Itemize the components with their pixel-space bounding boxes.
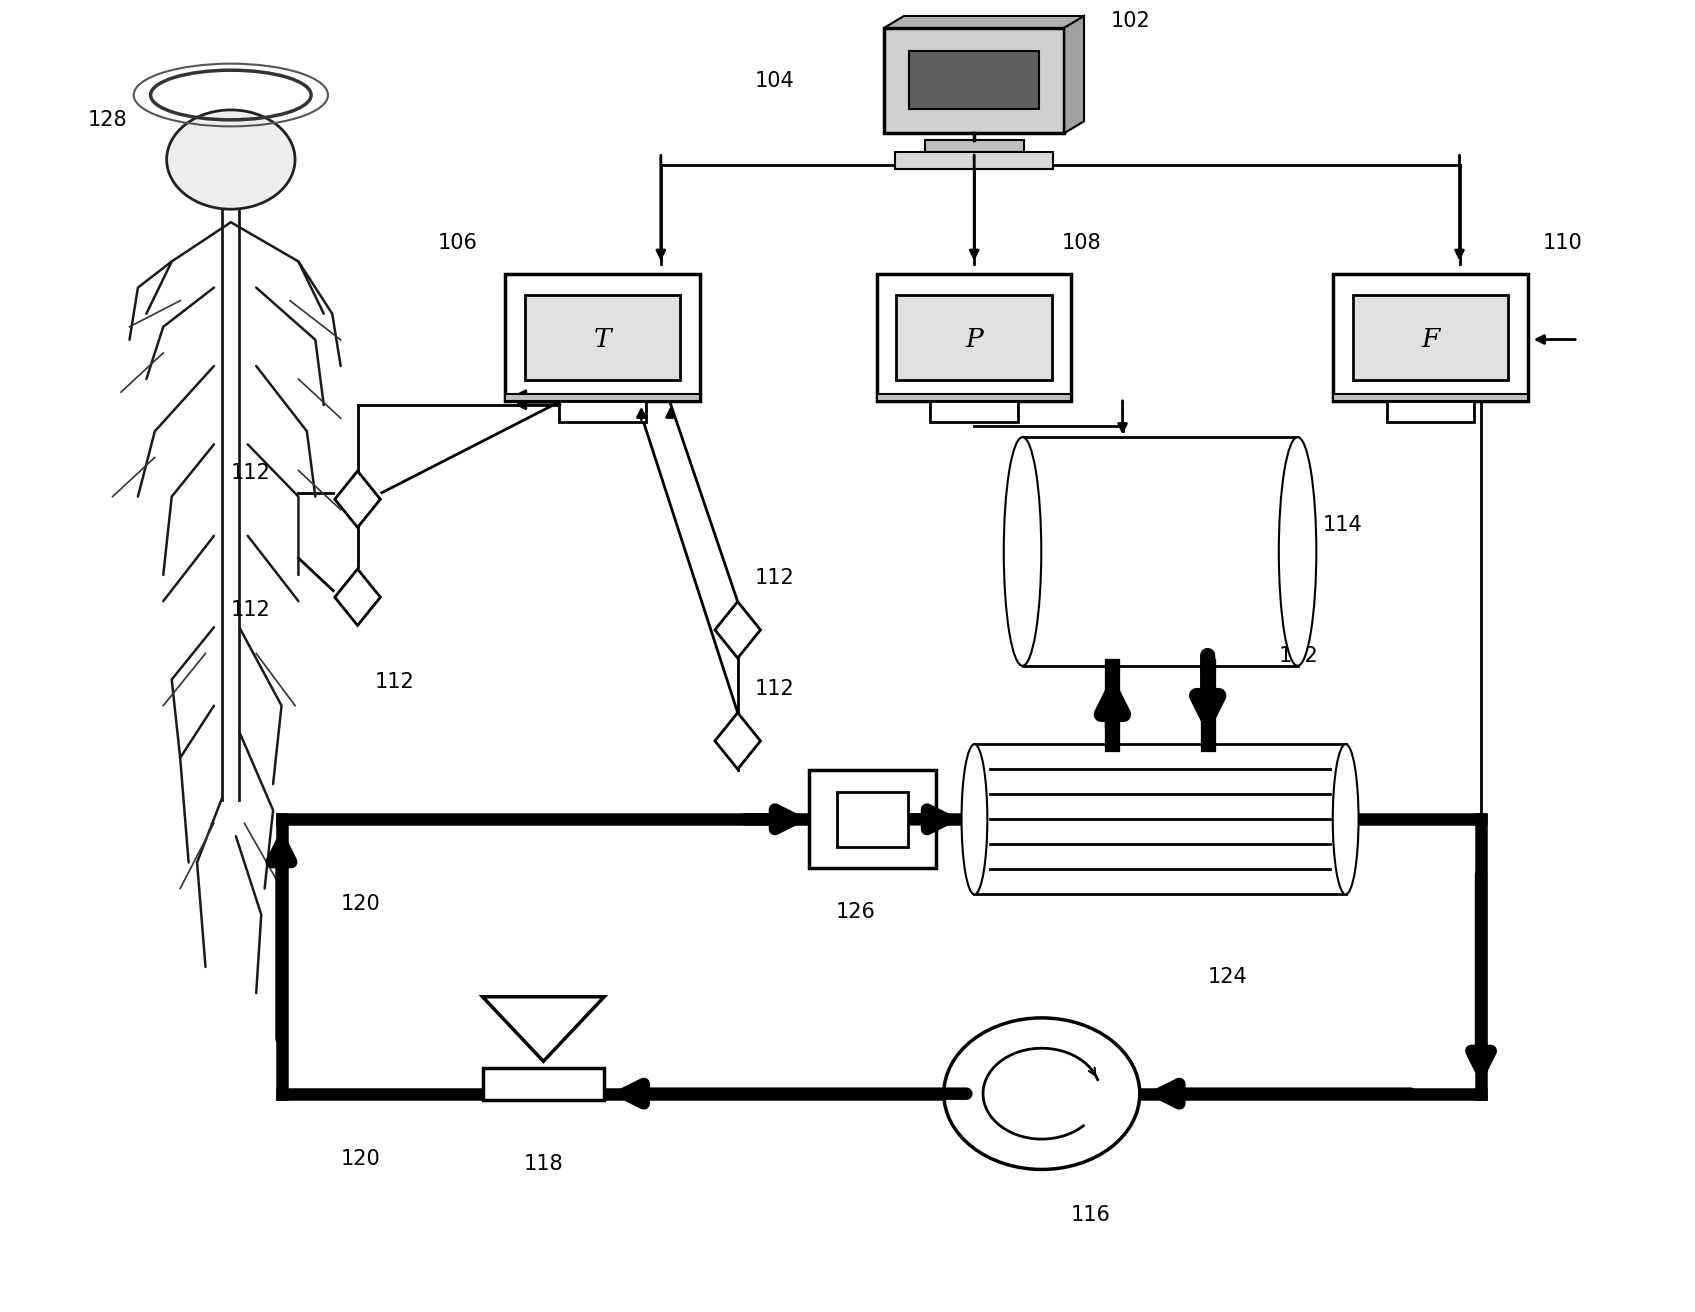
Polygon shape [334, 569, 380, 626]
Bar [931, 401, 1019, 422]
Bar [897, 295, 1053, 380]
Text: F: F [1420, 327, 1439, 352]
Text: 112: 112 [231, 601, 271, 621]
Bar [1022, 437, 1298, 665]
Circle shape [944, 1018, 1139, 1169]
Text: 104: 104 [754, 71, 795, 91]
Bar [810, 770, 936, 869]
Bar [525, 295, 680, 380]
Text: P: P [966, 327, 983, 352]
Polygon shape [1064, 16, 1085, 133]
Polygon shape [483, 997, 603, 1061]
Text: 120: 120 [341, 895, 380, 914]
Bar [975, 744, 1346, 895]
Ellipse shape [961, 744, 988, 895]
Text: 118: 118 [524, 1155, 563, 1174]
Polygon shape [885, 16, 1085, 28]
Bar [876, 274, 1071, 401]
Ellipse shape [1003, 437, 1041, 665]
Text: 108: 108 [1061, 232, 1102, 252]
Text: 112: 112 [754, 568, 795, 588]
Circle shape [166, 110, 295, 209]
Text: 110: 110 [1542, 232, 1583, 252]
Text: 112: 112 [754, 678, 795, 699]
Bar [505, 394, 700, 401]
Polygon shape [334, 471, 380, 527]
Bar [1334, 394, 1527, 401]
Bar [559, 401, 646, 422]
Text: T: T [593, 327, 612, 352]
Text: 128: 128 [86, 110, 127, 130]
Polygon shape [715, 712, 761, 769]
Bar [1334, 274, 1527, 401]
Bar [1353, 295, 1509, 380]
Bar [505, 274, 700, 401]
Bar [876, 394, 1071, 401]
Bar [1387, 401, 1475, 422]
Bar [925, 140, 1024, 152]
Text: 106: 106 [437, 232, 478, 252]
Bar [895, 152, 1054, 169]
Text: 120: 120 [341, 1149, 380, 1169]
Bar [837, 792, 909, 846]
Text: 102: 102 [1110, 10, 1151, 31]
Ellipse shape [1332, 744, 1359, 895]
Bar [483, 1068, 603, 1101]
Text: 124: 124 [1209, 967, 1248, 987]
Text: 112: 112 [375, 672, 414, 693]
Text: 112: 112 [231, 463, 271, 483]
Text: 126: 126 [836, 903, 876, 922]
Text: 122: 122 [1280, 646, 1319, 666]
Polygon shape [715, 602, 761, 659]
Bar [885, 28, 1064, 133]
Ellipse shape [1278, 437, 1317, 665]
Text: 114: 114 [1322, 516, 1363, 535]
Text: 116: 116 [1071, 1204, 1110, 1225]
Bar [910, 51, 1039, 109]
